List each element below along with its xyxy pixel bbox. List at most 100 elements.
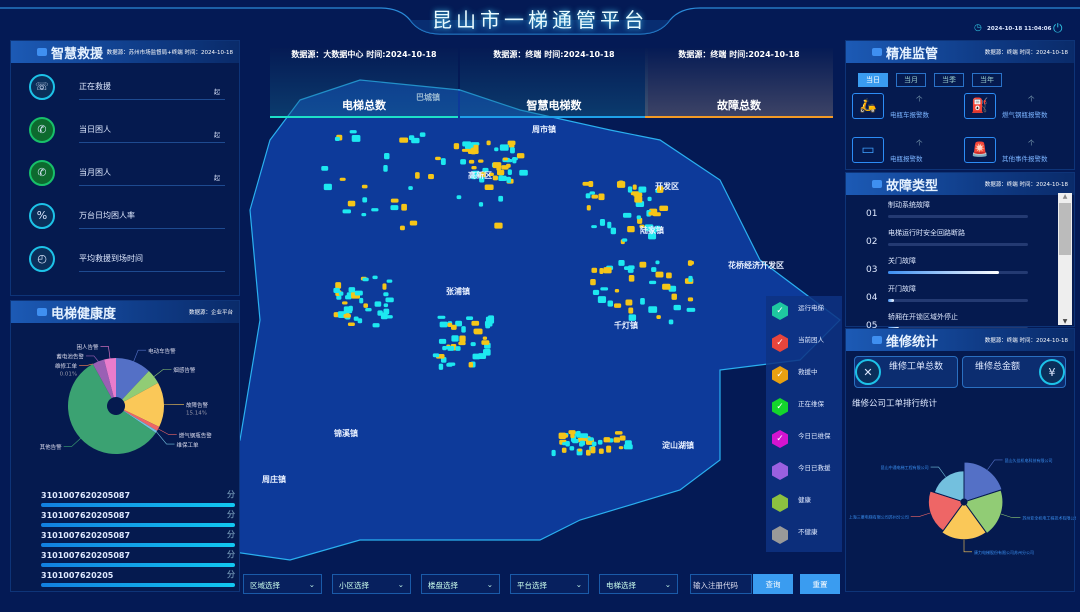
elevator-marker[interactable] xyxy=(511,157,518,161)
elevator-marker[interactable] xyxy=(478,159,484,163)
scroll-up-icon[interactable]: ▲ xyxy=(1062,193,1068,200)
elevator-marker[interactable] xyxy=(472,170,480,176)
scroll-down-icon[interactable]: ▼ xyxy=(1062,318,1068,325)
elevator-marker[interactable] xyxy=(666,272,672,279)
elevator-marker[interactable] xyxy=(455,320,463,327)
pie-slice[interactable] xyxy=(963,461,1003,502)
period-tab[interactable]: 当月 xyxy=(896,73,926,87)
elevator-marker[interactable] xyxy=(579,433,589,439)
elevator-marker[interactable] xyxy=(386,279,393,283)
elevator-marker[interactable] xyxy=(625,299,633,306)
pie-slice[interactable] xyxy=(92,359,114,399)
query-button[interactable]: 查询 xyxy=(753,574,793,594)
elevator-marker[interactable] xyxy=(374,301,382,307)
elevator-marker[interactable] xyxy=(478,202,484,207)
elevator-marker[interactable] xyxy=(383,308,390,315)
elevator-marker[interactable] xyxy=(461,326,466,333)
elevator-marker[interactable] xyxy=(473,328,483,334)
filter-select[interactable]: 楼盘选择 ⌄ xyxy=(421,574,500,594)
elevator-marker[interactable] xyxy=(481,340,490,345)
elevator-marker[interactable] xyxy=(399,225,405,231)
elevator-marker[interactable] xyxy=(606,445,612,453)
filter-select[interactable]: 小区选择 ⌄ xyxy=(332,574,411,594)
elevator-marker[interactable] xyxy=(365,308,372,312)
elevator-marker[interactable] xyxy=(492,175,498,181)
elevator-marker[interactable] xyxy=(383,303,389,308)
elevator-marker[interactable] xyxy=(649,280,657,285)
elevator-marker[interactable] xyxy=(440,158,446,166)
elevator-marker[interactable] xyxy=(668,285,677,292)
elevator-marker[interactable] xyxy=(590,446,596,454)
elevator-marker[interactable] xyxy=(597,439,603,445)
elevator-marker[interactable] xyxy=(597,296,607,303)
elevator-marker[interactable] xyxy=(618,260,625,266)
elevator-marker[interactable] xyxy=(498,195,504,202)
elevator-marker[interactable] xyxy=(408,186,413,191)
elevator-marker[interactable] xyxy=(516,153,525,159)
elevator-marker[interactable] xyxy=(510,147,515,154)
elevator-marker[interactable] xyxy=(654,225,661,231)
elevator-marker[interactable] xyxy=(688,275,693,283)
elevator-marker[interactable] xyxy=(502,157,509,161)
elevator-marker[interactable] xyxy=(634,196,643,203)
pie-slice[interactable] xyxy=(965,489,1004,535)
elevator-marker[interactable] xyxy=(401,203,407,211)
elevator-marker[interactable] xyxy=(383,292,389,297)
elevator-marker[interactable] xyxy=(486,140,491,146)
elevator-marker[interactable] xyxy=(432,353,440,358)
elevator-marker[interactable] xyxy=(339,177,346,181)
elevator-marker[interactable] xyxy=(483,348,491,356)
elevator-marker[interactable] xyxy=(585,193,591,199)
period-tab[interactable]: 当日 xyxy=(858,73,888,87)
elevator-marker[interactable] xyxy=(673,304,681,311)
elevator-marker[interactable] xyxy=(383,165,388,172)
elevator-marker[interactable] xyxy=(614,303,622,308)
elevator-marker[interactable] xyxy=(651,267,657,273)
elevator-marker[interactable] xyxy=(438,338,447,344)
elevator-marker[interactable] xyxy=(459,335,466,343)
elevator-marker[interactable] xyxy=(479,176,485,181)
elevator-marker[interactable] xyxy=(592,289,600,296)
legend-item[interactable]: 不健康 xyxy=(766,520,842,552)
legend-item[interactable]: 健康 xyxy=(766,488,842,520)
elevator-marker[interactable] xyxy=(334,136,340,142)
elevator-marker[interactable] xyxy=(627,186,633,193)
elevator-marker[interactable] xyxy=(470,147,477,155)
elevator-marker[interactable] xyxy=(361,213,367,217)
elevator-marker[interactable] xyxy=(409,220,418,226)
elevator-marker[interactable] xyxy=(456,195,462,200)
elevator-marker[interactable] xyxy=(628,307,634,314)
elevator-marker[interactable] xyxy=(458,341,466,346)
elevator-marker[interactable] xyxy=(662,283,671,290)
elevator-marker[interactable] xyxy=(371,208,379,212)
elevator-marker[interactable] xyxy=(468,361,474,368)
elevator-marker[interactable] xyxy=(348,287,356,293)
elevator-marker[interactable] xyxy=(579,440,586,446)
elevator-marker[interactable] xyxy=(614,431,623,435)
legend-item[interactable]: ✓ 正在维保 xyxy=(766,392,842,424)
elevator-marker[interactable] xyxy=(633,192,643,197)
elevator-marker[interactable] xyxy=(428,173,434,180)
elevator-marker[interactable] xyxy=(508,144,515,148)
elevator-marker[interactable] xyxy=(342,301,348,305)
elevator-marker[interactable] xyxy=(390,198,399,203)
elevator-marker[interactable] xyxy=(362,277,369,282)
elevator-marker[interactable] xyxy=(686,307,696,312)
elevator-marker[interactable] xyxy=(499,144,509,151)
power-icon[interactable]: ⏻ xyxy=(1053,21,1063,35)
elevator-marker[interactable] xyxy=(487,315,495,321)
elevator-marker[interactable] xyxy=(347,200,356,207)
district-map[interactable] xyxy=(160,60,850,580)
elevator-marker[interactable] xyxy=(496,166,501,171)
elevator-marker[interactable] xyxy=(353,316,359,321)
elevator-marker[interactable] xyxy=(570,431,575,439)
elevator-marker[interactable] xyxy=(589,191,596,195)
elevator-marker[interactable] xyxy=(647,196,652,202)
elevator-marker[interactable] xyxy=(333,287,340,293)
elevator-marker[interactable] xyxy=(471,320,480,326)
elevator-marker[interactable] xyxy=(591,194,599,199)
elevator-marker[interactable] xyxy=(361,184,368,189)
elevator-marker[interactable] xyxy=(470,342,476,347)
elevator-marker[interactable] xyxy=(484,320,493,327)
elevator-marker[interactable] xyxy=(613,437,621,443)
